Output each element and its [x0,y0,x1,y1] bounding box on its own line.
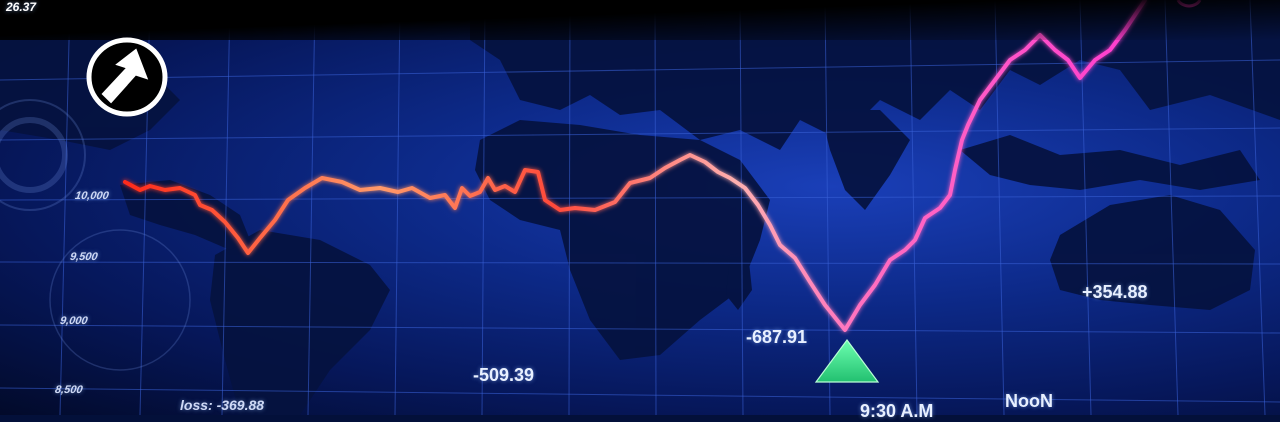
up-arrow-circle-icon [86,37,168,117]
axis-label-9000: 9,000 [59,315,89,327]
axis-label-10000: 10,000 [74,190,110,202]
time-label: 9:30 A.M [860,401,934,421]
top-value: 26.37 [6,0,37,14]
marker-triangle-icon [814,338,880,383]
axis-label-9500: 9,500 [69,251,99,263]
axis-loss-label: loss: -369.88 [180,397,265,413]
top-band [0,0,1280,40]
value-pos-australia: +354.88 [1082,282,1148,302]
axis-label-8500: 8,500 [54,384,84,396]
hud-circles [0,99,191,371]
value-neg-india: -687.91 [746,327,808,347]
price-line [123,0,1147,332]
value-neg-africa: -509.39 [473,365,535,385]
noon-label: NooN [1005,391,1053,411]
